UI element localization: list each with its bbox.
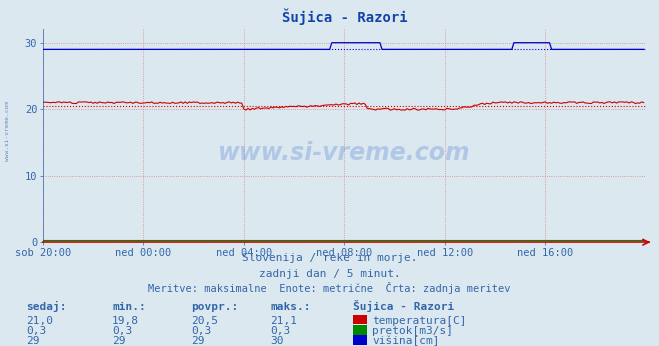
Text: 0,3: 0,3 [112, 326, 132, 336]
Text: povpr.:: povpr.: [191, 302, 239, 312]
Text: zadnji dan / 5 minut.: zadnji dan / 5 minut. [258, 269, 401, 279]
Text: 21,1: 21,1 [270, 316, 297, 326]
Text: Slovenija / reke in morje.: Slovenija / reke in morje. [242, 253, 417, 263]
Text: 20,5: 20,5 [191, 316, 218, 326]
Text: Šujica - Razori: Šujica - Razori [353, 300, 454, 312]
Text: višina[cm]: višina[cm] [372, 336, 440, 346]
Title: Šujica - Razori: Šujica - Razori [281, 9, 407, 26]
Text: pretok[m3/s]: pretok[m3/s] [372, 326, 453, 336]
Text: 29: 29 [191, 336, 204, 346]
Text: 21,0: 21,0 [26, 316, 53, 326]
Text: www.si-vreme.com: www.si-vreme.com [5, 101, 11, 162]
Text: 0,3: 0,3 [270, 326, 291, 336]
Text: 0,3: 0,3 [26, 326, 47, 336]
Text: 29: 29 [26, 336, 40, 346]
Text: temperatura[C]: temperatura[C] [372, 316, 467, 326]
Text: www.si-vreme.com: www.si-vreme.com [218, 141, 471, 165]
Text: maks.:: maks.: [270, 302, 310, 312]
Text: min.:: min.: [112, 302, 146, 312]
Text: 0,3: 0,3 [191, 326, 212, 336]
Text: sedaj:: sedaj: [26, 301, 67, 312]
Text: 19,8: 19,8 [112, 316, 139, 326]
Text: Meritve: maksimalne  Enote: metrične  Črta: zadnja meritev: Meritve: maksimalne Enote: metrične Črta… [148, 282, 511, 294]
Text: 29: 29 [112, 336, 125, 346]
Text: 30: 30 [270, 336, 283, 346]
